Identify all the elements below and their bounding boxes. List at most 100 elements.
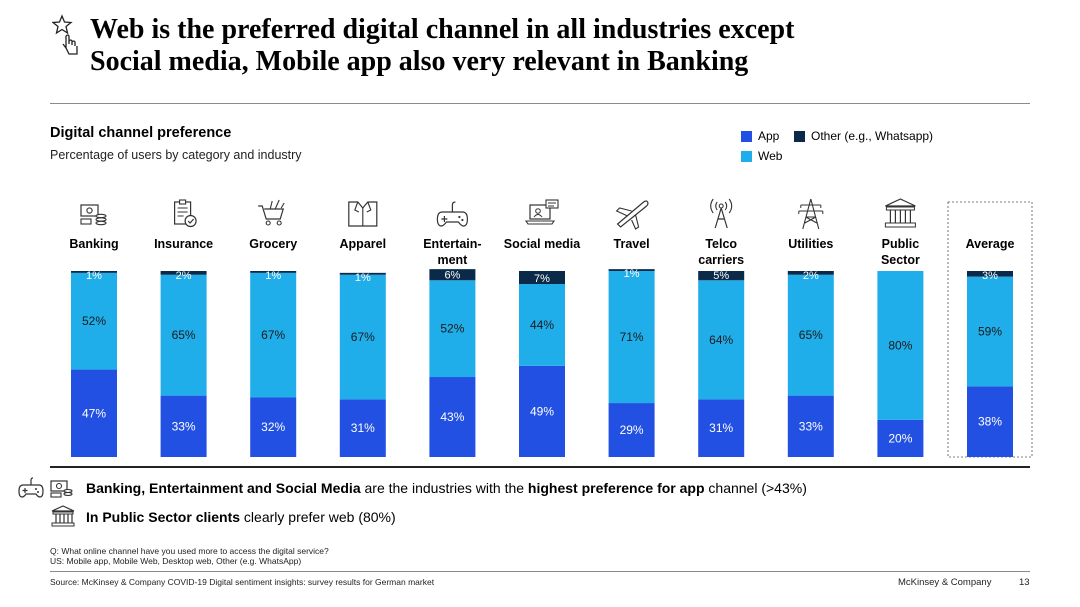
public-building-icon: [51, 505, 75, 527]
data-label-other-utilities: 2%: [803, 270, 819, 282]
public-building-icon-part: [889, 210, 912, 223]
data-label-web-entertain-ment: 52%: [440, 322, 464, 336]
footer-divider: [50, 571, 1030, 572]
category-label-public-sector: Public Sector: [881, 237, 920, 267]
category-label-line: Grocery: [249, 237, 297, 251]
legend-item-web: Web: [741, 149, 782, 163]
bar-app-entertain-ment: [429, 377, 476, 457]
apparel-shirt-icon-part: [354, 201, 372, 226]
bar-app-apparel: [339, 399, 386, 457]
bar-app-public-sector: [877, 419, 924, 457]
stacked-bar-chart: Banking 47% 52% 1% Insurance 33% 65% 2% Grocery 3…: [69, 198, 1033, 458]
bar-web-travel: [608, 271, 655, 404]
category-label-line: Public: [882, 237, 920, 251]
bar-web-entertain-ment: [429, 280, 476, 378]
social-laptop-icon-part: [524, 220, 556, 225]
data-label-app-telco-carriers: 31%: [709, 421, 733, 435]
bar-other-banking: [71, 271, 117, 273]
bar-app-grocery: [250, 397, 297, 457]
bar-web-grocery: [250, 272, 297, 398]
takeaway-1: Banking, Entertainment and Social Media …: [86, 480, 807, 496]
grocery-cart-icon: [258, 199, 285, 226]
bar-other-apparel: [339, 272, 386, 275]
data-label-other-grocery: 1%: [265, 270, 281, 282]
banking-icon: [80, 204, 107, 226]
antenna-icon-part: [710, 198, 733, 214]
bar-other-average: [967, 271, 1013, 277]
bar-app-social-media: [519, 365, 565, 457]
options-note: US: Mobile app, Mobile Web, Desktop web,…: [50, 556, 302, 566]
data-label-other-insurance: 2%: [176, 270, 192, 282]
category-label-line: Apparel: [340, 237, 387, 251]
grocery-cart-icon-part: [276, 220, 282, 226]
category-label-social-media: Social media: [504, 237, 581, 251]
bar-web-apparel: [339, 274, 386, 400]
takeaway-2-text: clearly prefer web (80%): [240, 509, 396, 525]
data-label-app-social-media: 49%: [530, 404, 554, 418]
banking-icon-part: [95, 217, 107, 222]
chart-baseline-divider: [50, 466, 1030, 468]
bar-web-telco-carriers: [698, 280, 745, 400]
category-label-line: Insurance: [154, 237, 213, 251]
page-title: Web is the preferred digital channel in …: [90, 14, 794, 78]
data-label-app-travel: 29%: [620, 423, 644, 437]
insurance-icon-part: [187, 218, 195, 224]
star-hand-icon: [52, 14, 78, 55]
data-label-other-telco-carriers: 5%: [713, 270, 729, 282]
banking-icon-part: [80, 218, 92, 225]
legend-label-web: Web: [758, 149, 783, 163]
public-building-icon-part: [885, 206, 915, 211]
bar-app-banking: [71, 369, 117, 457]
banking-icon: [50, 480, 73, 498]
bar-other-travel: [608, 269, 655, 271]
data-label-web-insurance: 65%: [172, 328, 196, 342]
data-label-other-average: 3%: [982, 270, 998, 282]
data-label-web-travel: 71%: [620, 330, 644, 344]
category-label-apparel: Apparel: [340, 237, 387, 251]
banking-icon-part: [80, 204, 99, 217]
insurance-icon-part: [179, 199, 187, 205]
antenna-icon: [710, 198, 733, 229]
social-laptop-icon-part: [529, 204, 551, 220]
legend-swatch-other: [794, 130, 805, 142]
category-label-line: ment: [437, 253, 468, 267]
apparel-shirt-icon-part: [348, 201, 378, 227]
bar-web-banking: [71, 272, 117, 370]
source-note: Source: McKinsey & Company COVID-19 Digi…: [50, 577, 435, 587]
power-pylon-icon: [798, 198, 824, 230]
chart-subtitle: Percentage of users by category and indu…: [50, 148, 302, 162]
category-label-line: Utilities: [788, 237, 833, 251]
bar-app-telco-carriers: [698, 399, 745, 457]
category-label-line: Social media: [504, 237, 581, 251]
data-label-web-apparel: 67%: [351, 330, 375, 344]
legend-item-other: Other (e.g., Whatsapp): [794, 129, 933, 143]
takeaway-1-bold-2: highest preference for app: [527, 480, 705, 496]
data-label-web-banking: 52%: [82, 314, 106, 328]
category-label-travel: Travel: [614, 237, 650, 251]
category-label-line: Banking: [69, 237, 118, 251]
gamepad-icon-part: [451, 201, 456, 212]
data-label-other-travel: 1%: [624, 268, 640, 280]
legend-label-app: App: [758, 129, 780, 143]
data-label-web-social-media: 44%: [530, 318, 554, 332]
category-label-line: Telco: [705, 237, 737, 251]
bar-app-utilities: [787, 395, 834, 457]
legend-item-app: App: [741, 129, 779, 143]
grocery-cart-icon-part: [269, 199, 285, 210]
category-label-line: Sector: [881, 253, 920, 267]
insurance-icon-part: [184, 214, 197, 228]
category-label-line: Average: [966, 237, 1015, 251]
data-label-web-average: 59%: [978, 324, 1002, 338]
power-pylon-icon-part: [798, 198, 823, 230]
airplane-icon: [615, 200, 649, 230]
data-label-other-apparel: 1%: [355, 272, 371, 284]
public-building-icon-part: [884, 222, 916, 228]
gamepad-icon: [18, 477, 44, 498]
bar-other-grocery: [250, 271, 297, 273]
data-label-app-insurance: 33%: [172, 419, 196, 433]
title-divider: [50, 103, 1030, 104]
public-building-icon: [884, 198, 916, 228]
data-label-web-utilities: 65%: [799, 328, 823, 342]
bar-app-average: [967, 386, 1013, 457]
gamepad-icon-part: [441, 216, 448, 222]
